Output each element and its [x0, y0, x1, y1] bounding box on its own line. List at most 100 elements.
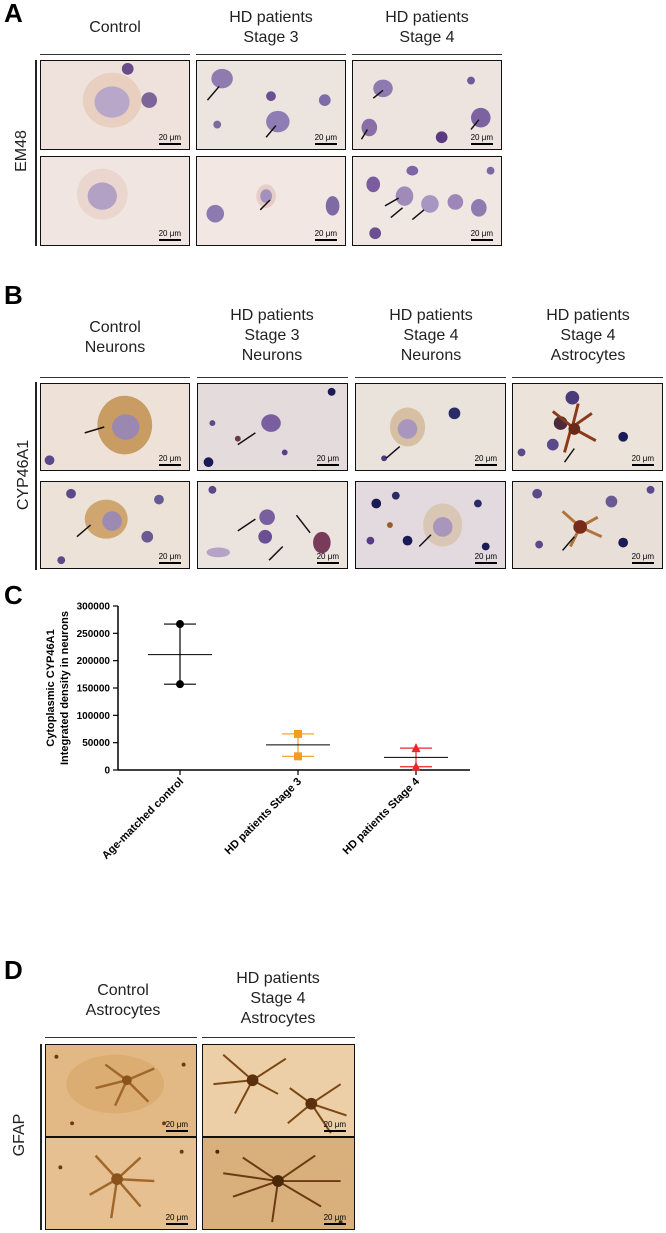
panel-b-col-stage3-line1: HD patients [230, 307, 314, 324]
panel-b-row-bar [35, 382, 37, 570]
panel-b-row-label: CYP46A1 [15, 439, 32, 511]
panel-b-img-r1-astro: 20 μm [512, 383, 663, 471]
panel-b-img-r2-control: 20 μm [40, 481, 190, 569]
panel-b-img-r2-astro: 20 μm [512, 481, 663, 569]
scale-bar: 20 μm [316, 454, 339, 466]
panel-d-img-r1-stage4: 20 μm [202, 1044, 355, 1137]
data-point [294, 729, 302, 738]
scale-bar-label: 20 μm [474, 552, 497, 561]
panel-a-col-stage4: HD patients Stage 4 [352, 8, 502, 48]
scale-bar: 20 μm [470, 229, 493, 241]
scale-bar: 20 μm [323, 1213, 346, 1225]
scale-bar: 20 μm [631, 552, 654, 564]
panel-d-rule-1 [45, 1037, 197, 1038]
panel-a-img-r2-control: 20 μm [40, 156, 190, 246]
data-point [411, 743, 421, 753]
scale-bar: 20 μm [316, 552, 339, 564]
scale-bar-label: 20 μm [316, 454, 339, 463]
panel-b-col-stage3-line3: Neurons [241, 347, 303, 364]
panel-a-col-control: Control [40, 18, 190, 38]
scale-bar: 20 μm [158, 552, 181, 564]
panel-b-letter: B [4, 280, 23, 310]
panel-a-col-stage4-line2: Stage 4 [399, 29, 455, 46]
panel-b-col-stage4-neurons: HD patients Stage 4 Neurons [355, 306, 507, 366]
scale-bar-label: 20 μm [314, 229, 337, 238]
panel-b-col-astro-line3: Astrocytes [550, 347, 626, 364]
scale-bar-label: 20 μm [165, 1213, 188, 1222]
data-point [176, 620, 184, 629]
x-tick-label: HD patients Stage 4 [341, 775, 423, 857]
panel-b-img-r2-stage3: 20 μm [197, 481, 348, 569]
scale-bar-label: 20 μm [631, 552, 654, 561]
panel-a-img-r1-control: 20 μm [40, 60, 190, 150]
data-point [411, 761, 421, 771]
panel-a-row-label: EM48 [13, 130, 30, 172]
scale-bar: 20 μm [314, 229, 337, 241]
panel-d-img-r2-control: 20 μm [45, 1137, 197, 1230]
panel-b-col-control-line2: Neurons [84, 339, 146, 356]
panel-a-rule-3 [352, 54, 502, 55]
scale-bar-label: 20 μm [165, 1120, 188, 1129]
scale-bar: 20 μm [165, 1120, 188, 1132]
panel-a-rule-2 [196, 54, 346, 55]
panel-b-img-r1-stage3: 20 μm [197, 383, 348, 471]
x-tick-label: Age-matched control [100, 776, 186, 862]
scale-bar: 20 μm [158, 229, 181, 241]
panel-a-img-r2-stage3: 20 μm [196, 156, 346, 246]
scale-bar-label: 20 μm [323, 1213, 346, 1222]
panel-c-letter: C [4, 580, 23, 610]
panel-d-row-label: GFAP [11, 1113, 28, 1157]
scale-bar: 20 μm [474, 552, 497, 564]
panel-d-letter: D [4, 955, 23, 985]
panel-a-col-control-line1: Control [89, 19, 141, 36]
panel-d-col-stage4-line1: HD patients [236, 970, 320, 987]
y-tick-label: 200000 [77, 656, 111, 667]
scale-bar-label: 20 μm [474, 454, 497, 463]
panel-a-col-stage3-line2: Stage 3 [243, 29, 299, 46]
scale-bar: 20 μm [470, 133, 493, 145]
panel-b-rule-4 [512, 377, 663, 378]
panel-d-img-r2-stage4: 20 μm [202, 1137, 355, 1230]
y-tick-label: 100000 [77, 711, 111, 722]
scale-bar-label: 20 μm [158, 454, 181, 463]
panel-a-img-r2-stage4: 20 μm [352, 156, 502, 246]
panel-a-img-r1-stage4: 20 μm [352, 60, 502, 150]
y-axis-label: Cytoplasmic CYP46A1 [45, 629, 57, 746]
panel-d-col-control-line2: Astrocytes [85, 1002, 161, 1019]
scale-bar: 20 μm [314, 133, 337, 145]
x-tick-label: HD patients Stage 3 [223, 776, 305, 858]
scale-bar-label: 20 μm [323, 1120, 346, 1129]
y-tick-label: 300000 [77, 602, 111, 613]
panel-a-img-r1-stage3: 20 μm [196, 60, 346, 150]
panel-a-col-stage3: HD patients Stage 3 [196, 8, 346, 48]
y-tick-label: 250000 [77, 629, 111, 640]
panel-d-rule-2 [202, 1037, 355, 1038]
scale-bar: 20 μm [474, 454, 497, 466]
data-point [294, 752, 302, 761]
panel-a-col-stage4-line1: HD patients [385, 9, 469, 26]
scale-bar-label: 20 μm [158, 133, 181, 142]
panel-b-img-r1-stage4: 20 μm [355, 383, 506, 471]
scale-bar-label: 20 μm [470, 133, 493, 142]
y-tick-label: 50000 [82, 738, 110, 749]
panel-b-col-stage3-neurons: HD patients Stage 3 Neurons [196, 306, 348, 366]
data-point [176, 680, 184, 689]
panel-a-letter: A [4, 0, 23, 28]
scale-bar-label: 20 μm [158, 552, 181, 561]
scale-bar: 20 μm [631, 454, 654, 466]
panel-b-col-stage4-line1: HD patients [389, 307, 473, 324]
scale-bar-label: 20 μm [470, 229, 493, 238]
panel-d-col-stage4: HD patients Stage 4 Astrocytes [202, 969, 354, 1029]
scale-bar-label: 20 μm [314, 133, 337, 142]
y-axis-label: Integrated density in neurons [59, 611, 71, 765]
panel-d-col-stage4-line2: Stage 4 [250, 990, 306, 1007]
panel-b-col-stage4-line3: Neurons [400, 347, 462, 364]
panel-b-rule-3 [355, 377, 506, 378]
panel-a-row-bar [35, 60, 37, 246]
scale-bar-label: 20 μm [158, 229, 181, 238]
panel-b-img-r1-control: 20 μm [40, 383, 190, 471]
panel-b-col-stage3-line2: Stage 3 [244, 327, 300, 344]
scale-bar-label: 20 μm [316, 552, 339, 561]
panel-b-col-astro-line1: HD patients [546, 307, 630, 324]
panel-b-col-stage4-line2: Stage 4 [403, 327, 459, 344]
